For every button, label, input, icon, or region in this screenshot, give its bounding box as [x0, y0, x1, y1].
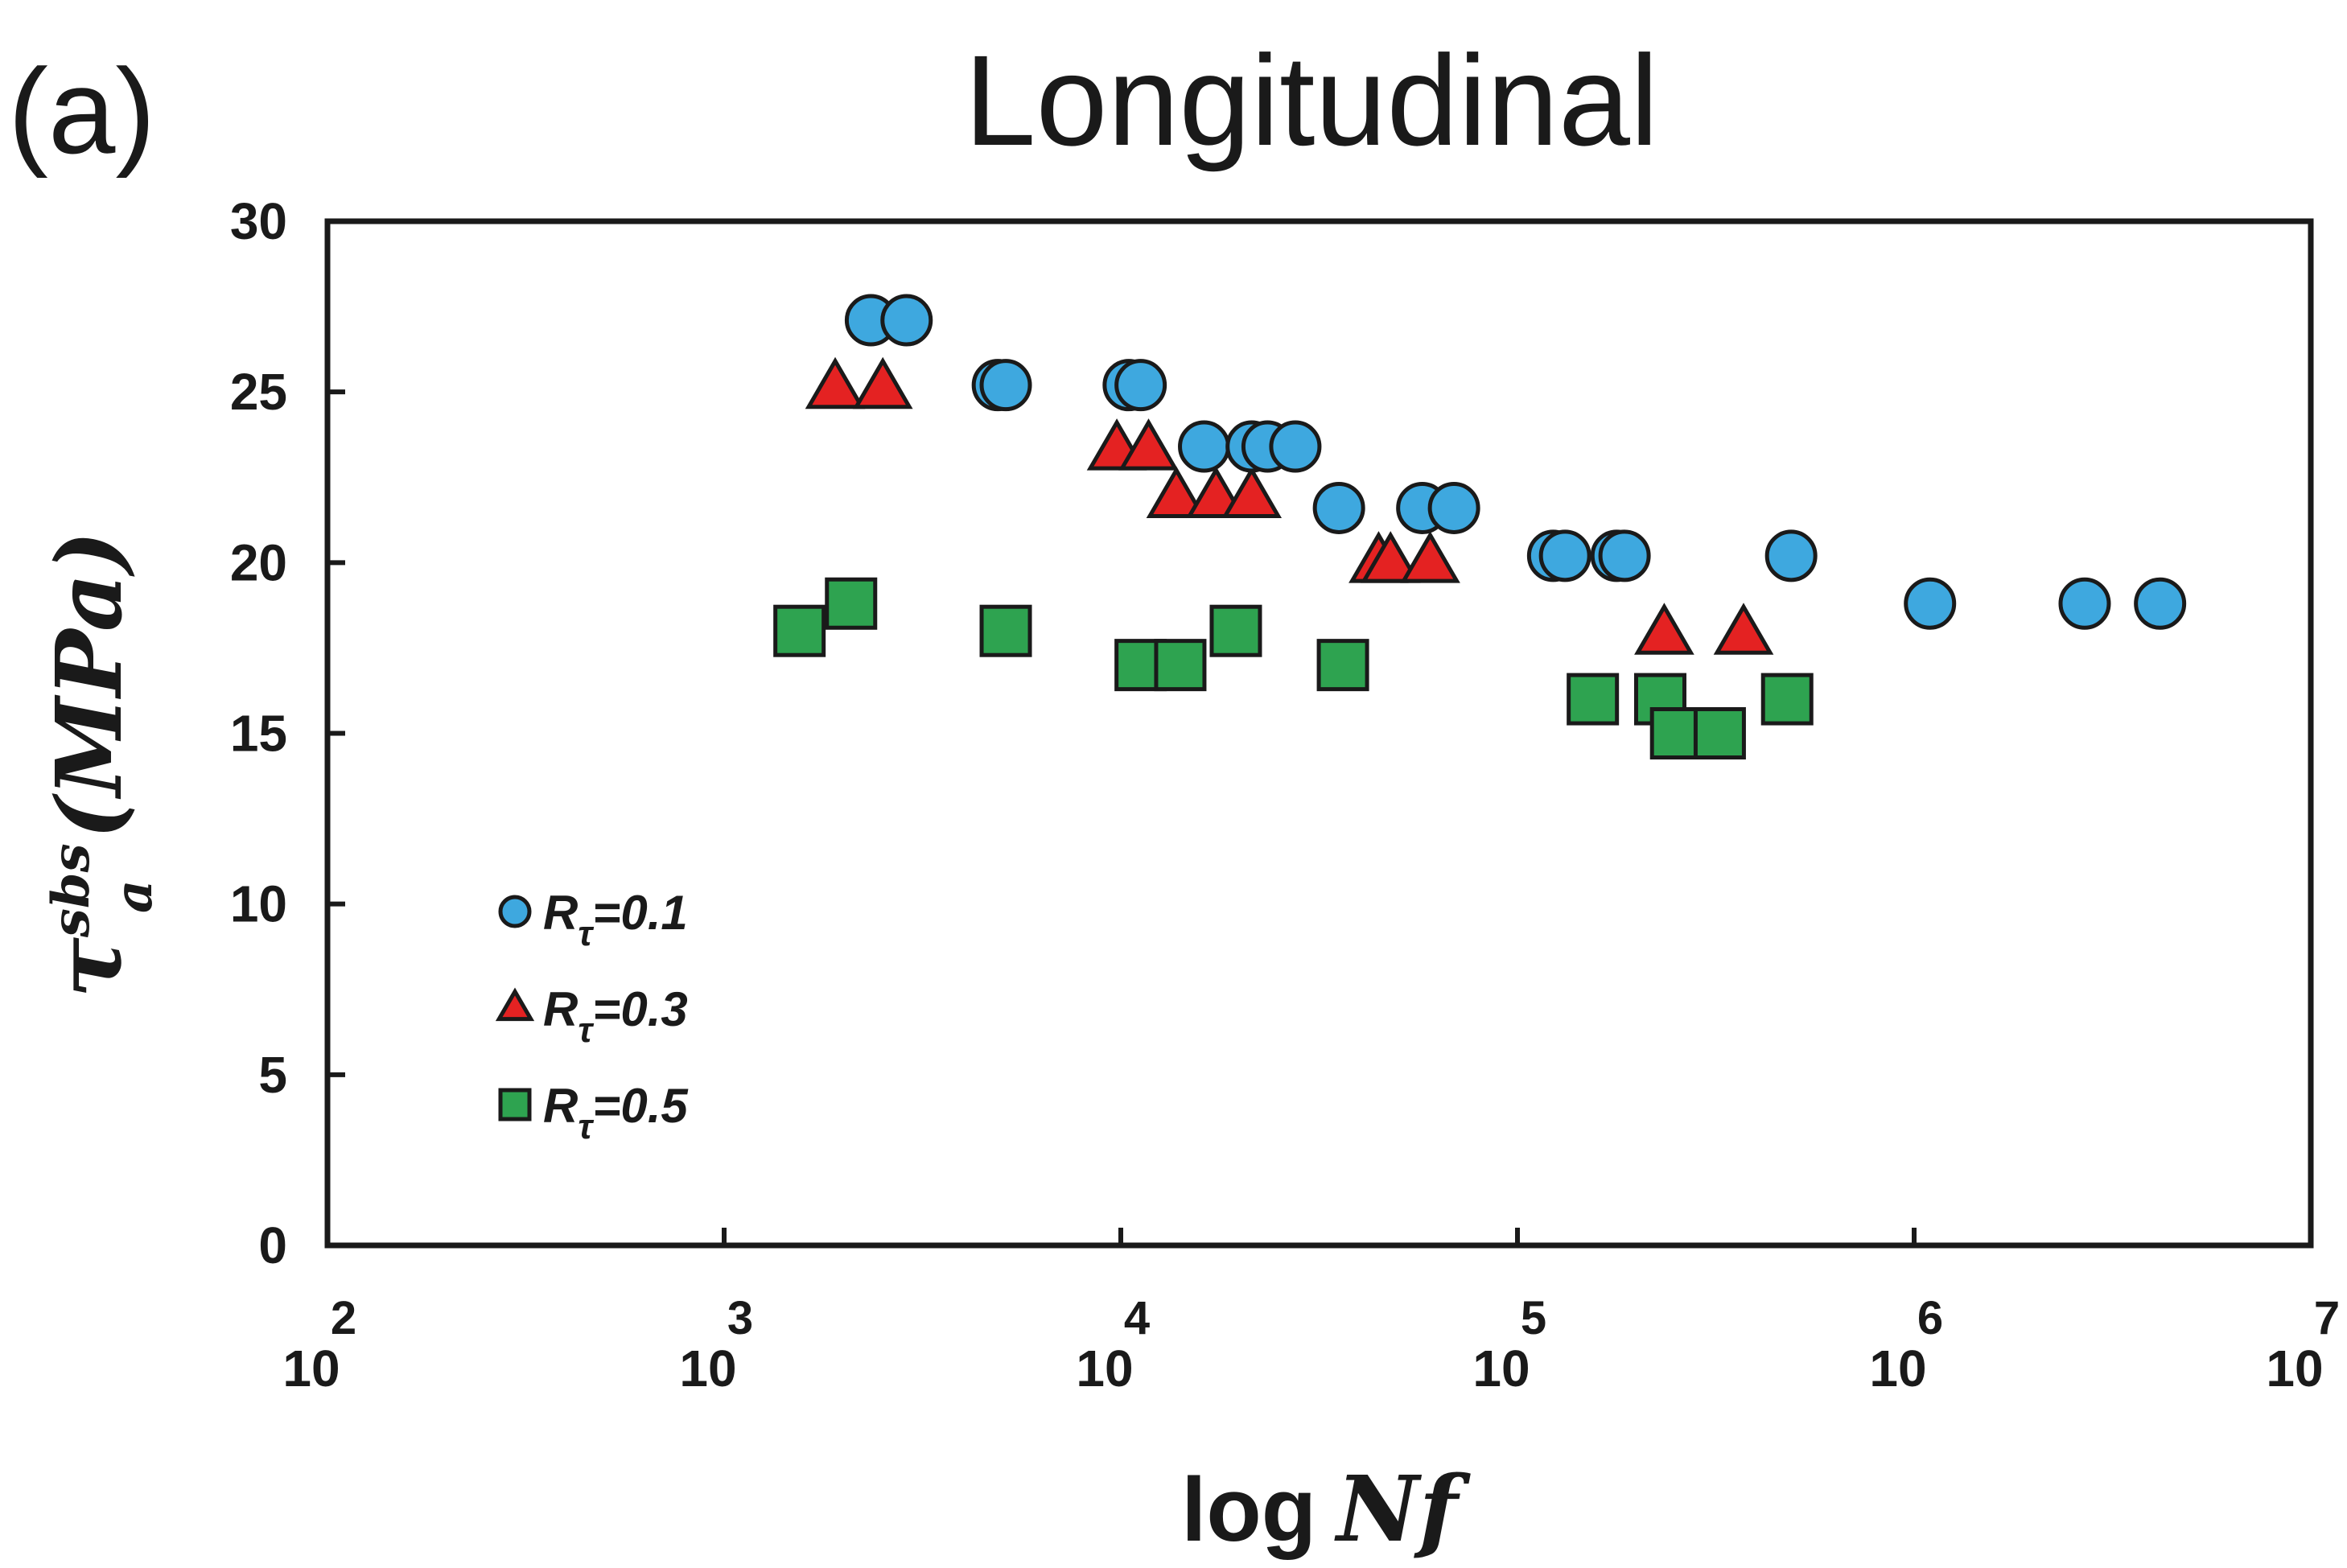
x-tick-label: 10 [1472, 1340, 1530, 1397]
point-triangle [805, 356, 866, 409]
legend-marker-circle [498, 895, 532, 928]
point-circle [2058, 577, 2111, 630]
point-square [1209, 604, 1262, 657]
chart-title: Longitudinal [965, 28, 1659, 172]
legend-label: Rτ=0.1 [543, 886, 688, 953]
point-circle [1312, 481, 1365, 534]
x-tick-exponent: 2 [331, 1292, 356, 1344]
x-tick-exponent: 4 [1124, 1292, 1150, 1344]
point-triangle [1634, 603, 1694, 655]
legend-marker-square [498, 1088, 532, 1121]
point-triangle [1146, 466, 1207, 519]
point-square [773, 604, 826, 657]
y-tick-label: 20 [230, 533, 287, 591]
point-square [825, 577, 878, 630]
legend-marker-triangle [495, 987, 535, 1022]
point-circle [880, 294, 933, 347]
point-circle [1427, 481, 1480, 534]
point-circle [2134, 577, 2187, 630]
point-circle [1764, 529, 1818, 582]
point-square [1760, 673, 1814, 726]
y-axis-label-symbol: τ [37, 936, 142, 998]
svg-text:τsbs(MPa): τsbs(MPa) [37, 531, 142, 998]
y-axis: 0 5 10 15 20 25 30 [230, 192, 345, 1274]
legend: Rτ=0.1 Rτ=0.3 Rτ=0.5 [495, 886, 689, 1146]
x-axis-label: log Nf [1181, 1457, 1471, 1562]
point-triangle [1185, 466, 1246, 519]
x-tick-exponent: 3 [727, 1292, 753, 1344]
y-tick-label: 10 [230, 875, 287, 933]
y-tick-label: 0 [258, 1216, 287, 1274]
point-square [1693, 707, 1746, 759]
point-triangle [1221, 466, 1283, 519]
x-tick-exponent: 7 [2314, 1292, 2340, 1344]
y-tick-label: 25 [230, 363, 287, 421]
legend-label: Rτ=0.5 [543, 1079, 689, 1146]
x-tick-exponent: 6 [1917, 1292, 1943, 1344]
x-axis-label-prefix: log [1181, 1459, 1316, 1560]
point-square [1316, 639, 1369, 692]
point-triangle [1118, 418, 1179, 471]
y-tick-label: 5 [258, 1046, 287, 1104]
y-axis-label-sup: sbs [41, 843, 101, 938]
point-triangle [1400, 531, 1460, 583]
x-tick-label: 10 [1076, 1340, 1133, 1397]
x-tick-label: 10 [1869, 1340, 1926, 1397]
legend-label: Rτ=0.3 [543, 982, 688, 1050]
point-square [1649, 707, 1703, 759]
y-axis-label-unit: (MPa) [37, 531, 142, 840]
panel-label: (a) [8, 43, 155, 179]
y-axis-label: τsbs(MPa) a [37, 531, 164, 998]
point-circle [1178, 420, 1231, 473]
x-tick-label: 10 [2266, 1340, 2323, 1397]
point-triangle [852, 356, 913, 409]
x-tick-label: 10 [282, 1340, 340, 1397]
point-circle [979, 359, 1032, 412]
point-square [1633, 673, 1686, 726]
point-circle [1114, 359, 1167, 412]
point-square [1567, 673, 1620, 726]
point-square [1154, 639, 1207, 692]
x-axis-label-variable: Nf [1334, 1457, 1471, 1562]
point-triangle [1360, 531, 1421, 583]
point-circle [1904, 577, 1957, 630]
point-square [979, 604, 1032, 657]
point-circle [1538, 529, 1591, 582]
data-points [773, 294, 2187, 759]
point-triangle [1713, 603, 1774, 655]
point-circle [1598, 529, 1651, 582]
x-tick-label: 10 [679, 1340, 736, 1397]
x-tick-exponent: 5 [1521, 1292, 1546, 1344]
y-axis-label-sub: a [104, 880, 164, 913]
point-circle [1269, 420, 1322, 473]
y-tick-label: 30 [230, 192, 287, 250]
y-tick-label: 15 [230, 705, 287, 763]
